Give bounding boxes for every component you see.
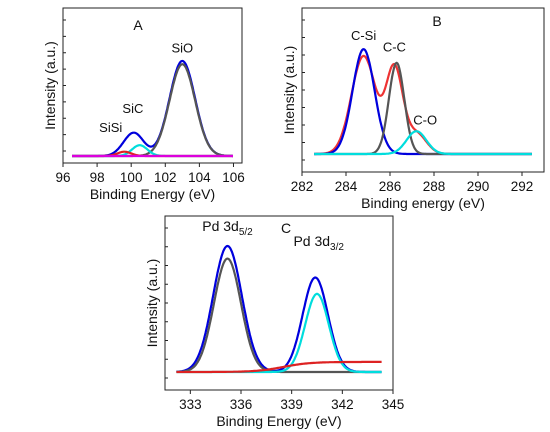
plot-frame	[164, 215, 394, 391]
series-line-1	[176, 257, 382, 374]
x-tick-label: 290	[467, 179, 490, 194]
series-line-3	[313, 130, 533, 156]
series-line-3	[176, 360, 382, 374]
x-tick-label: 96	[55, 170, 70, 185]
peak-annotation: C-O	[413, 112, 437, 127]
panel-label: A	[133, 17, 143, 33]
peak-annotation: C-C	[383, 39, 406, 54]
plot-frame	[62, 7, 243, 164]
peak-annotation: Pd 3d5/2	[202, 218, 253, 238]
x-tick-label: 336	[230, 397, 253, 412]
x-tick-label: 100	[120, 170, 143, 185]
peak-annotation: SiSi	[99, 120, 122, 135]
x-tick-label: 106	[222, 170, 245, 185]
x-tick-label: 282	[291, 179, 314, 194]
panel-label: C	[281, 220, 291, 236]
series-line-2	[313, 61, 533, 156]
x-axis-label: Binding Energy (eV)	[216, 413, 341, 429]
x-tick-label: 98	[90, 170, 105, 185]
x-tick-label: 288	[423, 179, 446, 194]
peak-annotation: C-Si	[351, 28, 376, 43]
x-tick-label: 342	[331, 397, 354, 412]
x-tick-label: 104	[188, 170, 211, 185]
x-axis-label: Binding energy (eV)	[361, 195, 485, 211]
series-line-1	[71, 63, 234, 158]
y-axis-label: Intensity (a.u.)	[42, 41, 58, 130]
panel-b-chart: 282 284 286 288 290 292 Binding energy (eV) Int…	[281, 7, 545, 211]
peak-annotation: Pd 3d3/2	[293, 233, 344, 253]
panel-a-chart: 96 98 100 102 104 106 Binding Energy (eV) Inten…	[42, 7, 245, 202]
x-tick-label: 345	[382, 397, 405, 412]
x-tick-label: 102	[154, 170, 177, 185]
series-line-0	[71, 59, 234, 158]
y-axis-label: Intensity (a.u.)	[144, 259, 160, 348]
x-tick-label: 284	[335, 179, 358, 194]
x-tick-label: 333	[179, 397, 202, 412]
x-tick-label: 286	[379, 179, 402, 194]
peak-annotation: SiC	[122, 101, 143, 116]
series-line-0	[176, 244, 382, 374]
x-tick-label: 292	[511, 179, 534, 194]
panel-c-chart: 333 336 339 342 345 Binding Energy (eV) Intens…	[144, 215, 405, 429]
x-axis-label: Binding Energy (eV)	[90, 186, 215, 202]
series-line-0	[313, 54, 533, 156]
y-axis-label: Intensity (a.u.)	[281, 46, 297, 135]
x-tick-label: 339	[280, 397, 303, 412]
peak-annotation: SiO	[171, 40, 193, 55]
panel-label: B	[432, 13, 441, 29]
